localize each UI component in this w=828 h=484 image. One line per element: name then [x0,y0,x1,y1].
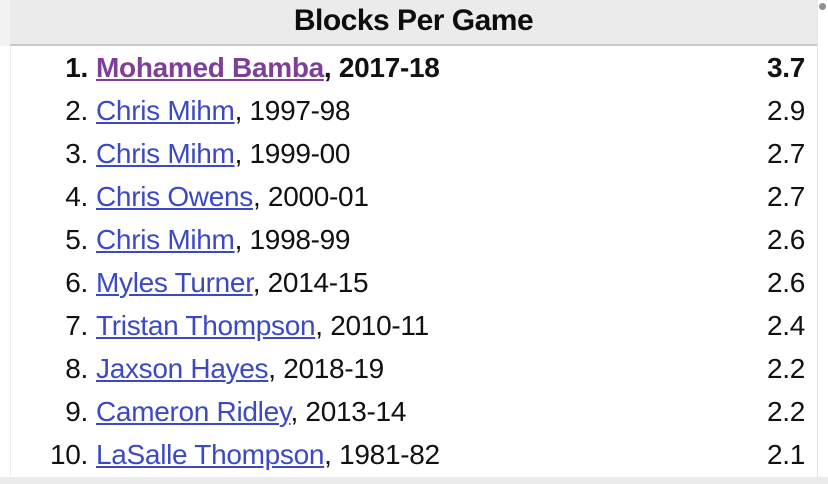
leaderboard-row: 9. Cameron Ridley, 2013-14 2.2 [11,390,817,433]
season-label: , 1997-98 [234,94,351,126]
scrollbar-thumb[interactable] [819,3,826,10]
leaderboard-row: 3. Chris Mihm, 1999-00 2.7 [11,132,817,175]
page-title: Blocks Per Game [293,4,534,37]
entry-text: Cameron Ridley, 2013-14 [96,396,767,428]
value-label: 2.2 [766,395,805,427]
value-label: 2.7 [766,137,805,169]
rank-label: 8. [65,352,88,384]
value-label: 2.6 [766,223,805,255]
rank-label: 7. [65,309,88,341]
rank-label: 2. [65,94,88,126]
season-label: , 1981-82 [324,438,440,470]
entry-text: Tristan Thompson, 2010-11 [96,310,767,342]
value-label: 2.9 [766,94,805,126]
player-link[interactable]: Jaxson Hayes [96,352,269,384]
player-link[interactable]: Chris Owens [96,180,253,212]
entry-text: Chris Mihm, 1998-99 [96,224,767,256]
rank-label: 3. [65,137,88,169]
player-link[interactable]: LaSalle Thompson [96,438,325,470]
leaderboard-row: 8. Jaxson Hayes, 2018-19 2.2 [11,347,817,390]
entry-text: Chris Mihm, 1997-98 [96,95,767,127]
player-link[interactable]: Chris Mihm [96,137,235,169]
rank-label: 4. [65,180,88,212]
entry-text: Chris Owens, 2000-01 [96,181,767,213]
rank-label: 10. [49,438,88,470]
season-label: , 2013-14 [290,395,407,427]
season-label: , 2014-15 [252,266,369,298]
page-left-margin [0,0,10,46]
leaderboard-row: 5. Chris Mihm, 1998-99 2.6 [11,218,817,261]
season-label: , 2018-19 [268,352,384,384]
player-link[interactable]: Tristan Thompson [96,309,316,341]
season-label: , 2000-01 [252,180,369,212]
entry-text: Myles Turner, 2014-15 [96,267,767,299]
entry-text: Mohamed Bamba, 2017-18 [96,52,767,84]
season-label: , 2010-11 [315,309,429,341]
rank-label: 6. [65,266,88,298]
leaderboard-header: Blocks Per Game [10,0,817,46]
entry-text: LaSalle Thompson, 1981-82 [96,439,767,471]
leaderboard-row: 6. Myles Turner, 2014-15 2.6 [11,261,817,304]
player-link[interactable]: Mohamed Bamba [96,51,324,83]
player-link[interactable]: Chris Mihm [96,223,235,255]
entry-text: Chris Mihm, 1999-00 [96,138,767,170]
rank-label: 5. [65,223,88,255]
scrollbar-track[interactable] [818,0,828,477]
value-label: 2.4 [766,309,805,341]
leaderboard-row: 10. LaSalle Thompson, 1981-82 2.1 [11,433,817,476]
leaderboard-widget: Blocks Per Game 1. Mohamed Bamba, 2017-1… [10,0,818,477]
season-label: , 1998-99 [234,223,351,255]
value-label: 3.7 [766,51,805,83]
leaderboard-list: 1. Mohamed Bamba, 2017-18 3.7 2. Chris M… [10,46,817,476]
value-label: 2.1 [766,438,805,470]
value-label: 2.7 [766,180,805,212]
value-label: 2.6 [766,266,805,298]
entry-text: Jaxson Hayes, 2018-19 [96,353,767,385]
player-link[interactable]: Cameron Ridley [96,395,291,427]
rank-label: 9. [65,395,88,427]
season-label: , 2017-18 [323,51,440,83]
page-bottom-margin [0,477,828,484]
rank-label: 1. [65,51,88,83]
leaderboard-row: 2. Chris Mihm, 1997-98 2.9 [11,89,817,132]
player-link[interactable]: Chris Mihm [96,94,235,126]
season-label: , 1999-00 [234,137,351,169]
value-label: 2.2 [766,352,805,384]
player-link[interactable]: Myles Turner [96,266,253,298]
leaderboard-row: 1. Mohamed Bamba, 2017-18 3.7 [11,46,817,89]
leaderboard-row: 4. Chris Owens, 2000-01 2.7 [11,175,817,218]
leaderboard-row: 7. Tristan Thompson, 2010-11 2.4 [11,304,817,347]
